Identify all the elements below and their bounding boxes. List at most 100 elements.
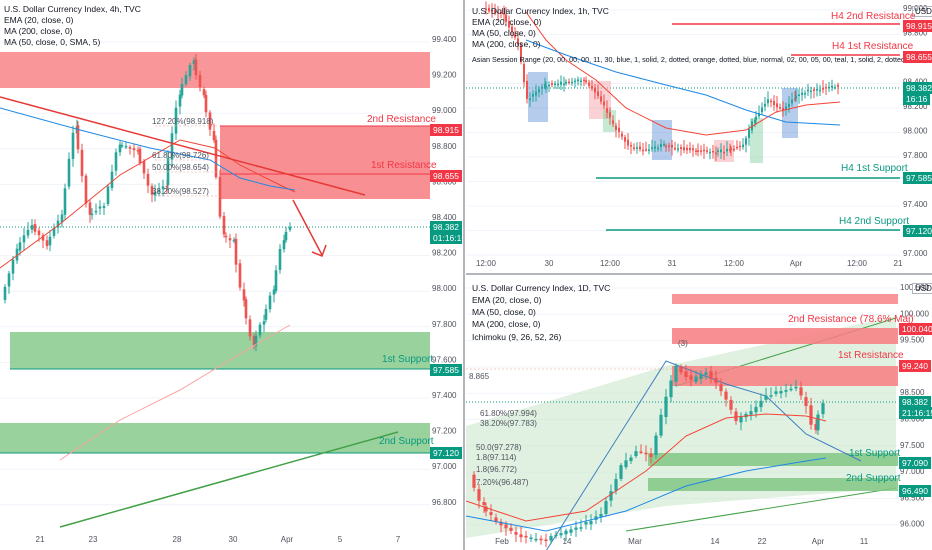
candle-4h-candle (198, 74, 202, 88)
candle-1h-candle (560, 81, 562, 85)
candle-1d-candle (719, 384, 723, 392)
candle-4h-candle (184, 75, 188, 85)
candle-1h-candle (758, 113, 760, 117)
candle-1h-candle (554, 83, 556, 86)
fib-left-value-1d: 8.865 (469, 372, 490, 381)
tag-1d-current: 98.382 (899, 396, 931, 408)
candle-4h-candle (153, 191, 157, 196)
y-tick-4h: 97.800 (432, 320, 457, 329)
candle-4h-candle (45, 240, 49, 247)
candle-4h-candle (232, 239, 236, 242)
candle-1h-candle (612, 120, 614, 124)
candle-1h-candle (571, 81, 573, 84)
tag-1d-r2: 100.040 (899, 323, 932, 335)
support-zone-4h-s2 (0, 423, 430, 453)
candle-1h-candle (585, 80, 587, 83)
label-1h-r1: H4 1st Resistance (832, 41, 914, 52)
x-tick-1d: Apr (812, 537, 825, 546)
candle-1d-candle (584, 522, 588, 525)
chart-panel-1h[interactable]: 99.00098.80098.60098.40098.20098.00097.8… (466, 0, 932, 272)
chart-panel-4h[interactable]: 127.20%(98.918) 61.80%(98.726) 50.00%(98.6… (0, 0, 462, 550)
candle-1d-candle (514, 532, 518, 535)
candle-1d-candle (694, 376, 698, 382)
candle-1d-candle (639, 451, 643, 454)
y-tick-4h: 98.000 (432, 284, 457, 293)
panel-divider-horizontal[interactable] (466, 273, 932, 275)
candle-4h-candle (102, 206, 106, 208)
candle-4h-candle (41, 235, 45, 241)
x-tick-4h: Apr (281, 535, 294, 544)
candle-4h-candle (150, 186, 154, 195)
candle-1h-candle (609, 112, 611, 118)
chart-1d-canvas[interactable]: 61.80%(97.994)38.20%(97.783) 50.0(97.278)… (466, 276, 932, 550)
candle-1h-candle (831, 85, 833, 88)
candle-1h-candle (591, 86, 593, 89)
candle-4h-candle (118, 144, 122, 153)
header-1d-title: U.S. Dollar Currency Index, 1D, TVC (472, 283, 611, 293)
candle-1h-candle (804, 93, 806, 95)
candle-4h-candle (174, 107, 178, 134)
candle-1h-candle (603, 101, 605, 106)
candle-1h-candle (764, 103, 766, 107)
ma50-line-1d (466, 457, 827, 532)
candle-1d-candle (644, 452, 648, 455)
y-tick-1h: 98.800 (903, 29, 928, 38)
candle-1h-candle (712, 150, 714, 153)
candle-1h-candle (563, 83, 565, 86)
candle-1d-candle (779, 391, 783, 394)
candle-1h-candle (726, 148, 728, 152)
candle-1h-candle (497, 11, 499, 14)
currency-badge-1h: USD (912, 6, 932, 17)
candle-1h-candle (551, 83, 553, 85)
candle-1h-candle (500, 12, 502, 14)
candle-1h-candle (761, 107, 763, 113)
chart-4h-canvas[interactable]: 127.20%(98.918) 61.80%(98.726) 50.00%(98.6… (0, 0, 462, 550)
candle-4h-candle (242, 289, 246, 301)
y-tick-4h: 97.400 (432, 391, 457, 400)
candle-1d-candle (524, 535, 528, 538)
x-tick-1d: Feb (495, 537, 509, 546)
candle-1h-candle (695, 150, 697, 152)
candle-1d-candle (539, 538, 543, 541)
x-tick-1h: 21 (894, 259, 903, 268)
header-1h-title: U.S. Dollar Currency Index, 1h, TVC (472, 6, 609, 16)
candle-4h-candle (258, 324, 262, 336)
candle-4h-candle (110, 171, 114, 188)
candle-1d-candle (664, 396, 668, 418)
header-1d-ema: EMA (20, close, 0) (472, 295, 542, 305)
candle-1d-candle (799, 387, 803, 396)
panel-divider-vertical[interactable] (463, 0, 465, 550)
candle-1d-candle (549, 536, 553, 541)
candle-1d-candle (749, 411, 753, 415)
candle-1d-candle (684, 371, 688, 378)
candle-1h-candle (665, 145, 667, 148)
candle-1h-candle (621, 133, 623, 137)
candle-4h-candle (214, 139, 218, 178)
candle-1h-candle (583, 79, 585, 82)
label-4h-r2: 2nd Resistance (367, 114, 436, 125)
candle-4h-candle (71, 132, 75, 159)
candle-4h-candle (98, 206, 102, 209)
candle-1h-candle (523, 64, 525, 83)
candle-4h-candle (124, 145, 128, 148)
candle-1h-candle (736, 146, 738, 149)
candle-1d-candle (659, 414, 663, 436)
candle-1h-candle (773, 101, 775, 106)
candle-1d-candle (477, 489, 481, 501)
fib-label-4h: 50.00%(98.654) (152, 163, 209, 172)
candle-4h-candle (224, 235, 228, 238)
candle-1h-candle (837, 84, 839, 87)
candle-1h-candle (654, 146, 656, 149)
candle-1d-candle (504, 524, 508, 529)
candle-1h-candle (680, 147, 682, 149)
candle-1h-candle (834, 87, 836, 89)
candle-1h-candle (520, 45, 522, 62)
candle-1d-candle (814, 424, 818, 431)
tag-1d-r1: 99.240 (899, 360, 931, 372)
resistance-zone-1d-r2 (672, 328, 898, 344)
chart-panel-1d[interactable]: 61.80%(97.994) 38.20%(97.783) 50.0(97.278)… (466, 276, 932, 550)
candle-1h-candle (597, 91, 599, 96)
candle-4h-candle (278, 248, 282, 270)
candle-1h-candle (577, 79, 579, 82)
candle-1h-candle (706, 150, 708, 152)
